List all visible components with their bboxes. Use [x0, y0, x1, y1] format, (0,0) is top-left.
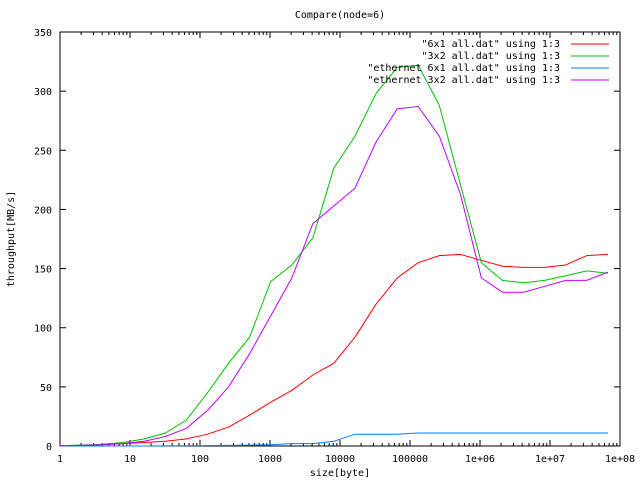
series-line-3 [60, 432, 608, 447]
x-tick-label: 1e+07 [535, 454, 565, 465]
x-tick-label: 1 [57, 454, 63, 465]
series-lines [59, 64, 609, 447]
y-tick-label: 350 [34, 28, 52, 39]
y-tick-label: 150 [34, 265, 52, 276]
legend-label: "6x1 all.dat" using 1:3 [422, 39, 560, 50]
x-tick-label: 1e+08 [605, 454, 635, 465]
y-tick-label: 250 [34, 146, 52, 157]
x-tick-label: 10 [124, 454, 136, 465]
x-tick-label: 10000 [325, 454, 355, 465]
plot-frame [59, 31, 621, 447]
legend-label: "3x2 all.dat" using 1:3 [422, 51, 560, 62]
x-tick-label: 1000 [258, 454, 282, 465]
series-line-1 [59, 253, 608, 447]
y-tick-label: 50 [40, 383, 52, 394]
x-tick-label: 100000 [392, 454, 428, 465]
axes: 0 50 100 150 200 250 300 350 1 10 100 1000 10000 1000… [34, 28, 635, 465]
x-tick-label: 100 [191, 454, 209, 465]
series-line-2 [59, 64, 608, 447]
y-tick-label: 100 [34, 324, 52, 335]
x-tick-label: 1e+06 [465, 454, 495, 465]
legend-label: "ethernet 6x1 all.dat" using 1:3 [367, 63, 560, 74]
series-line-4 [59, 105, 609, 447]
y-tick-label: 200 [34, 205, 52, 216]
y-axis-label: throughput[MB/s] [6, 191, 17, 287]
chart-title: Compare(node=6) [295, 10, 385, 21]
y-tick-label: 300 [34, 87, 52, 98]
y-tick-label: 0 [46, 442, 52, 453]
legend: "6x1 all.dat" using 1:3"3x2 all.dat" usi… [367, 39, 609, 86]
x-axis-label: size[byte] [310, 468, 370, 479]
legend-label: "ethernet 3x2 all.dat" using 1:3 [367, 75, 560, 86]
